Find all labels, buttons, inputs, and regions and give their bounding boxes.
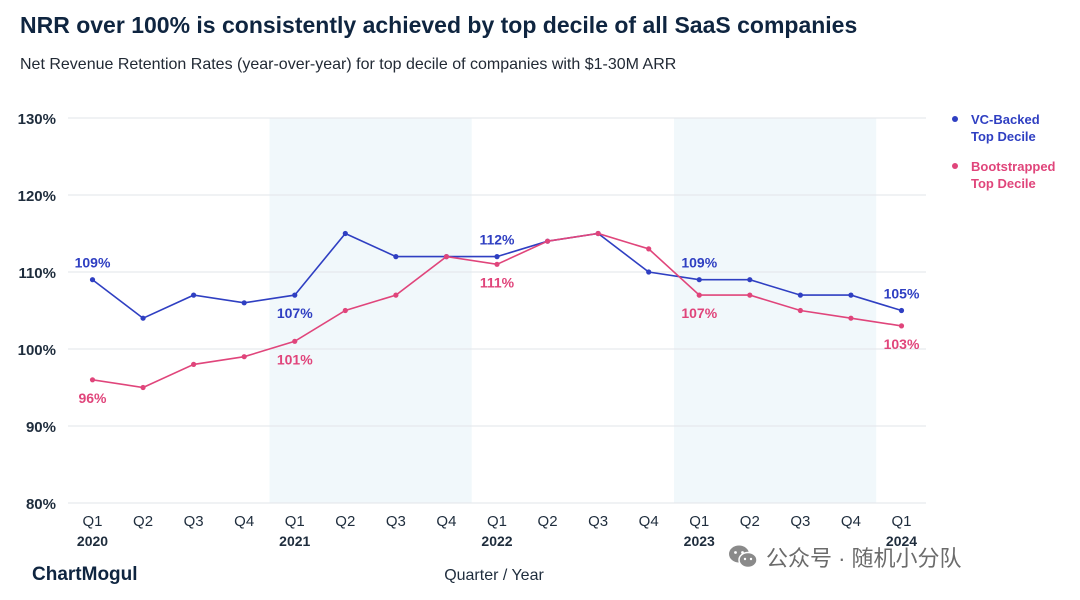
data-point	[898, 307, 905, 314]
legend-label: Top Decile	[971, 176, 1036, 191]
data-point	[292, 338, 298, 344]
x-year-label: 2022	[481, 533, 512, 549]
data-point	[797, 292, 803, 298]
legend-label: Bootstrapped	[971, 159, 1056, 174]
shaded-band-2023	[673, 118, 877, 503]
x-year-label: 2023	[684, 533, 715, 549]
data-point	[595, 230, 601, 237]
data-label: 105%	[884, 286, 920, 302]
data-point	[140, 315, 146, 321]
data-point	[140, 384, 146, 391]
y-tick-label: 90%	[26, 419, 56, 436]
x-tick-label: Q1	[82, 513, 102, 530]
y-tick-label: 100%	[18, 342, 56, 359]
x-tick-label: Q1	[487, 513, 507, 530]
x-tick-label: Q2	[133, 513, 153, 530]
data-point	[494, 254, 500, 260]
data-point	[494, 261, 500, 267]
data-point	[393, 292, 399, 298]
watermark: 公众号 · 随机小分队	[728, 541, 962, 573]
data-point	[241, 354, 247, 360]
data-point	[292, 292, 298, 298]
y-tick-label: 120%	[18, 188, 56, 205]
data-label: 107%	[277, 305, 313, 321]
data-point	[342, 307, 348, 314]
x-tick-label: Q3	[386, 513, 406, 530]
data-point	[544, 238, 551, 244]
x-tick-label: Q4	[234, 513, 254, 530]
x-year-label: 2024	[886, 533, 917, 549]
x-tick-label: Q4	[841, 513, 861, 530]
data-label: 107%	[681, 305, 717, 321]
x-tick-label: Q2	[740, 513, 760, 530]
x-tick-label: Q4	[436, 513, 456, 530]
data-label: 111%	[480, 274, 515, 290]
data-label: 103%	[884, 336, 920, 352]
wechat-icon	[729, 545, 758, 569]
x-tick-label: Q1	[891, 513, 911, 530]
legend-label: VC-Backed	[971, 112, 1040, 127]
data-point	[443, 254, 450, 260]
shaded-band-2021	[269, 118, 472, 503]
x-tick-label: Q2	[538, 513, 558, 530]
data-point	[191, 361, 197, 367]
data-point	[797, 307, 803, 314]
x-tick-label: Q3	[184, 513, 204, 530]
data-point	[898, 323, 905, 329]
chart-subtitle: Net Revenue Retention Rates (year-over-y…	[20, 56, 677, 73]
data-label: 109%	[681, 255, 717, 271]
legend-marker	[952, 163, 958, 169]
y-tick-label: 80%	[26, 496, 56, 513]
data-label: 101%	[277, 351, 313, 367]
data-point	[191, 292, 197, 298]
x-tick-label: Q2	[335, 513, 355, 530]
y-tick-label: 130%	[18, 111, 56, 128]
x-axis-label: Quarter / Year	[444, 567, 544, 584]
data-label: 96%	[78, 390, 107, 406]
x-tick-label: Q3	[588, 513, 608, 530]
data-point	[646, 269, 652, 275]
data-point	[393, 254, 399, 260]
watermark-text: 公众号 · 随机小分队	[766, 546, 962, 571]
data-point	[241, 300, 247, 306]
data-point	[696, 277, 702, 283]
data-point	[848, 315, 854, 321]
x-year-label: 2021	[279, 533, 310, 549]
data-point	[848, 292, 854, 298]
data-point	[646, 246, 652, 252]
chart-title: NRR over 100% is consistently achieved b…	[20, 12, 858, 38]
legend-label: Top Decile	[971, 129, 1036, 144]
data-point	[342, 230, 348, 237]
data-point	[747, 292, 753, 298]
data-point	[89, 277, 96, 283]
brand-logo: ChartMogul	[32, 564, 138, 585]
legend-marker	[952, 116, 958, 122]
data-point	[747, 277, 753, 283]
data-label: 112%	[479, 232, 515, 248]
x-tick-label: Q3	[790, 513, 810, 530]
x-tick-label: Q1	[285, 513, 305, 530]
data-point	[89, 377, 96, 383]
data-label: 109%	[75, 255, 111, 271]
x-tick-label: Q1	[689, 513, 709, 530]
x-tick-label: Q4	[639, 513, 659, 530]
y-tick-label: 110%	[18, 265, 56, 282]
x-year-label: 2020	[77, 533, 108, 549]
data-point	[696, 292, 702, 298]
